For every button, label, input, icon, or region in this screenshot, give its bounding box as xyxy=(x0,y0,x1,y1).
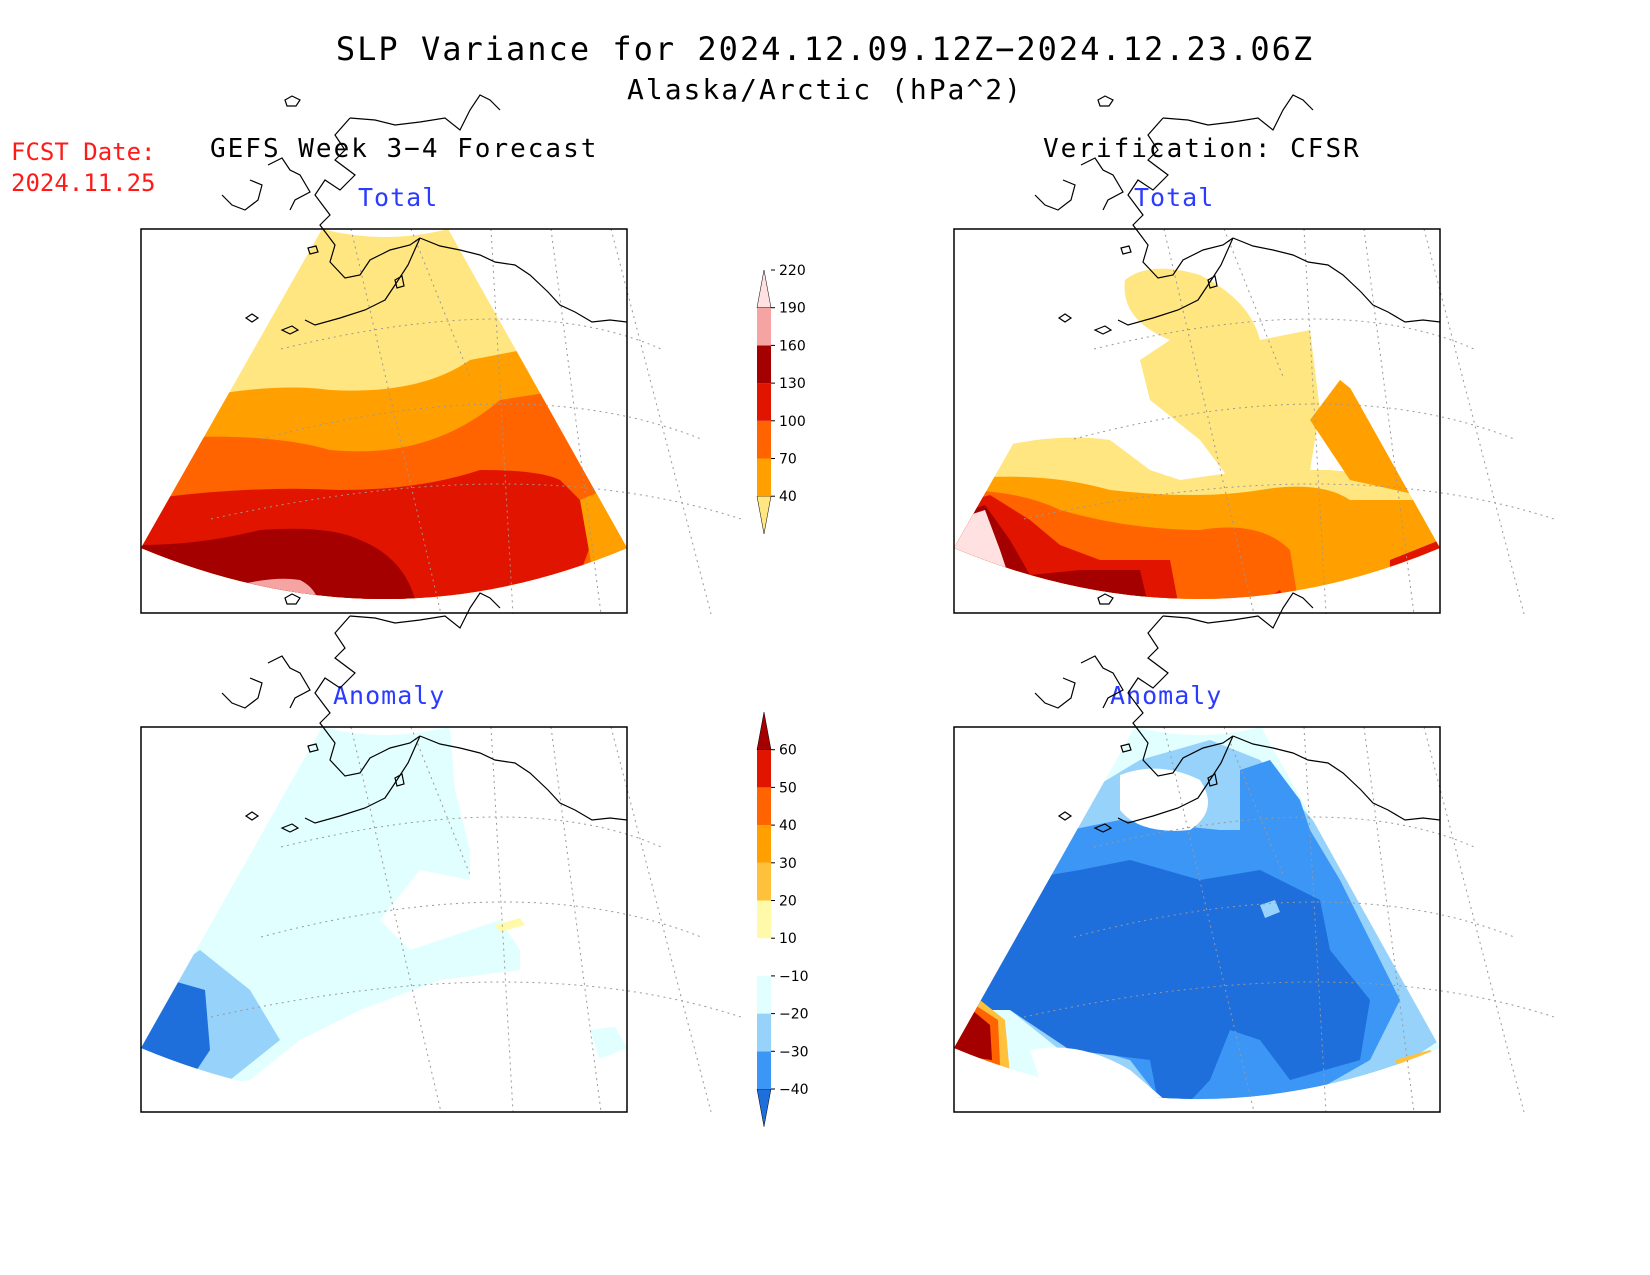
anomaly-colorbar-label: 60 xyxy=(779,743,797,759)
chart-title: SLP Variance for 2024.12.09.12Z−2024.12.… xyxy=(335,30,1315,68)
panel-title-verification-anomaly: Anomaly xyxy=(1110,681,1223,710)
anomaly-colorbar-label: 20 xyxy=(779,894,797,910)
anomaly-colorbar-segment xyxy=(757,1013,771,1052)
forecast-date-label: FCST Date: xyxy=(11,138,156,166)
frame-verification-total xyxy=(953,228,1441,614)
panel-title-verification-total: Total xyxy=(1134,183,1215,212)
panel-title-forecast-total: Total xyxy=(358,183,439,212)
anomaly-colorbar-segment xyxy=(757,862,771,901)
anomaly-colorbar-segment xyxy=(757,825,771,863)
anomaly-colorbar-label: 50 xyxy=(779,780,797,796)
anomaly-colorbar: −40 −30 −20 −10 10 20 30 40 50 60 xyxy=(756,711,809,1127)
anomaly-colorbar-segment xyxy=(756,1088,772,1127)
anomaly-colorbar-label: 40 xyxy=(779,818,797,834)
total-colorbar-label: 220 xyxy=(779,263,806,279)
total-colorbar-label: 130 xyxy=(779,376,806,392)
panel-title-forecast-anomaly: Anomaly xyxy=(333,681,446,710)
total-colorbar-segment xyxy=(757,345,771,384)
map-forecast-anomaly xyxy=(140,592,742,1113)
forecast-date-block: FCST Date: 2024.11.25 xyxy=(11,137,156,199)
total-colorbar-label: 70 xyxy=(779,452,797,468)
total-colorbar-segment xyxy=(756,495,772,534)
anomaly-colorbar-segment xyxy=(756,711,772,750)
chart-subtitle: Alaska/Arctic (hPa^2) xyxy=(626,73,1023,106)
map-verification-anomaly xyxy=(953,592,1555,1113)
total-colorbar-segment xyxy=(757,458,771,497)
anomaly-colorbar-label: −10 xyxy=(779,969,809,985)
anomaly-colorbar-segment xyxy=(757,787,771,826)
anomaly-colorbar-segment xyxy=(757,749,771,788)
total-colorbar: 40 70 100 130 160 190 220 xyxy=(756,263,806,534)
column-heading-forecast: GEFS Week 3−4 Forecast xyxy=(210,134,599,164)
total-colorbar-segment xyxy=(757,383,771,421)
frame-forecast-total xyxy=(140,228,628,614)
map-verification-total xyxy=(953,94,1555,615)
anomaly-colorbar-label: 30 xyxy=(779,856,797,872)
anomaly-colorbar-label: −30 xyxy=(779,1044,809,1060)
anomaly-colorbar-label: −40 xyxy=(779,1082,809,1098)
total-colorbar-label: 100 xyxy=(779,414,806,430)
anomaly-colorbar-segment xyxy=(757,975,771,1014)
anomaly-colorbar-segment xyxy=(757,1051,771,1089)
anomaly-colorbar-label: −20 xyxy=(779,1007,809,1023)
frame-forecast-anomaly xyxy=(140,726,628,1113)
anomaly-colorbar-label: 10 xyxy=(779,931,797,947)
total-colorbar-label: 40 xyxy=(779,489,797,505)
total-colorbar-segment xyxy=(756,269,772,308)
map-forecast-total xyxy=(140,94,742,615)
total-colorbar-label: 190 xyxy=(779,301,806,317)
total-colorbar-label: 160 xyxy=(779,338,806,354)
forecast-date-value: 2024.11.25 xyxy=(11,169,156,197)
anomaly-colorbar-segment xyxy=(757,900,771,939)
total-colorbar-segment xyxy=(757,307,771,346)
total-colorbar-segment xyxy=(757,420,771,459)
anomaly-colorbar-segment xyxy=(757,938,771,976)
frame-verification-anomaly xyxy=(953,726,1441,1113)
